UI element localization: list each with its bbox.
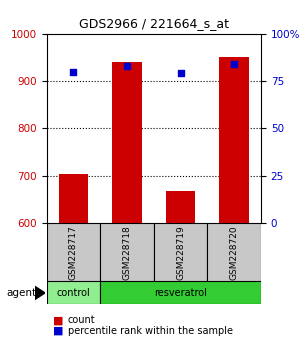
Bar — [207, 223, 261, 281]
Bar — [46, 223, 100, 281]
Point — [124, 63, 129, 69]
Point — [71, 69, 76, 74]
Text: GSM228717: GSM228717 — [69, 225, 78, 280]
Polygon shape — [34, 286, 45, 300]
Text: GSM228719: GSM228719 — [176, 225, 185, 280]
Text: resveratrol: resveratrol — [154, 288, 207, 298]
Bar — [100, 281, 261, 304]
Text: control: control — [56, 288, 90, 298]
Text: count: count — [68, 315, 95, 325]
Bar — [58, 174, 88, 223]
Text: GSM228718: GSM228718 — [122, 225, 131, 280]
Bar — [46, 281, 100, 304]
Bar — [219, 57, 249, 223]
Bar — [100, 223, 154, 281]
Point — [178, 70, 183, 76]
Bar — [154, 223, 207, 281]
Text: ■: ■ — [52, 326, 63, 336]
Point — [232, 61, 237, 67]
Text: percentile rank within the sample: percentile rank within the sample — [68, 326, 232, 336]
Text: GDS2966 / 221664_s_at: GDS2966 / 221664_s_at — [79, 17, 229, 30]
Bar — [166, 191, 195, 223]
Text: ■: ■ — [52, 315, 63, 325]
Bar — [112, 62, 142, 223]
Text: GSM228720: GSM228720 — [230, 225, 239, 280]
Text: agent: agent — [6, 288, 36, 298]
